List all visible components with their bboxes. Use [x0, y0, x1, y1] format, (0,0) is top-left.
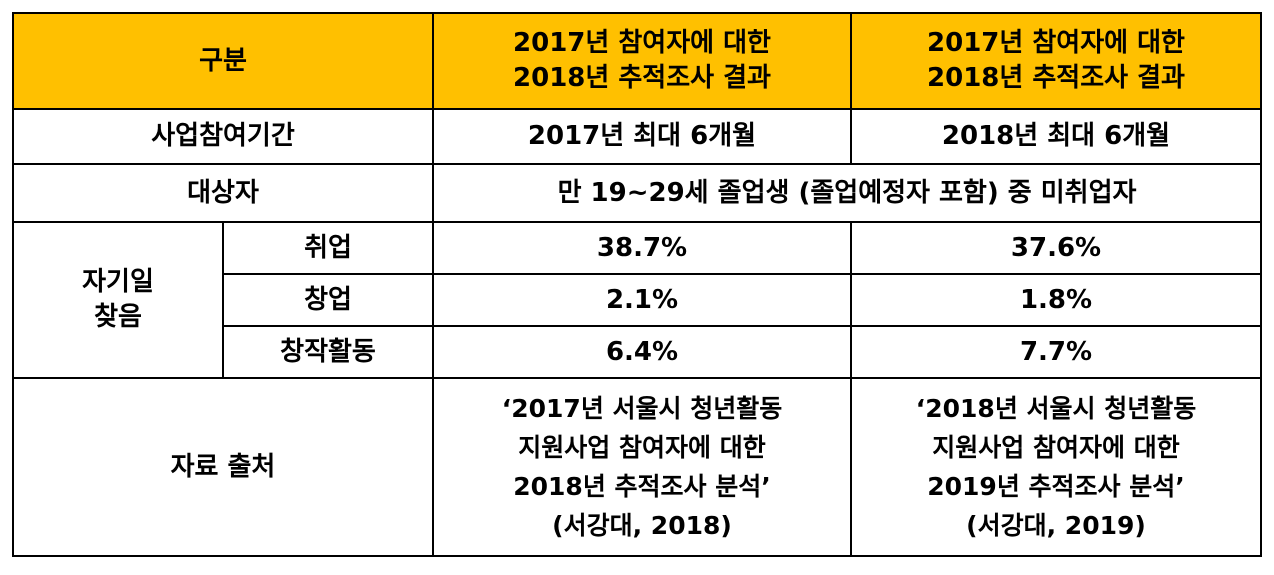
table-row-employment: 자기일 찾음 취업 38.7% 37.6%	[12, 221, 1262, 379]
header-row: 구분 2017년 참여자에 대한 2018년 추적조사 결과 2017년 참여자…	[12, 12, 1262, 110]
table-row-source: 자료 출처 ‘2017년 서울시 청년활동 지원사업 참여자에 대한 2018년…	[12, 377, 1262, 557]
target-value: 만 19~29세 졸업생 (졸업예정자 포함) 중 미취업자	[432, 163, 1262, 223]
source-label: 자료 출처	[12, 377, 434, 557]
period-label: 사업참여기간	[12, 108, 434, 165]
results-table-container: 구분 2017년 참여자에 대한 2018년 추적조사 결과 2017년 참여자…	[12, 12, 1262, 557]
employment-col1: 38.7%	[432, 221, 852, 275]
period-col1: 2017년 최대 6개월	[432, 108, 852, 165]
creative-col1: 6.4%	[432, 325, 852, 379]
header-col1-line2: 2018년 추적조사 결과	[513, 63, 771, 93]
source-col1-line4: (서강대, 2018)	[552, 511, 732, 540]
target-label: 대상자	[12, 163, 434, 223]
creative-label: 창작활동	[222, 325, 434, 379]
source-col1-line1: ‘2017년 서울시 청년활동	[501, 394, 783, 423]
startup-col1: 2.1%	[432, 273, 852, 327]
employment-col2: 37.6%	[850, 221, 1262, 275]
period-col2: 2018년 최대 6개월	[850, 108, 1262, 165]
startup-label: 창업	[222, 273, 434, 327]
source-col2: ‘2018년 서울시 청년활동 지원사업 참여자에 대한 2019년 추적조사 …	[850, 377, 1262, 557]
source-col2-line2: 지원사업 참여자에 대한	[932, 433, 1180, 462]
source-col2-line1: ‘2018년 서울시 청년활동	[915, 394, 1197, 423]
source-col2-line3: 2019년 추적조사 분석’	[927, 472, 1185, 501]
source-col1-line2: 지원사업 참여자에 대한	[518, 433, 766, 462]
creative-col2: 7.7%	[850, 325, 1262, 379]
table-row-period: 사업참여기간 2017년 최대 6개월 2018년 최대 6개월	[12, 108, 1262, 165]
header-col2: 2017년 참여자에 대한 2018년 추적조사 결과	[850, 12, 1262, 110]
header-col2-line1: 2017년 참여자에 대한	[927, 28, 1185, 58]
self-finding-label-line2: 찾음	[94, 302, 142, 332]
table-row-target: 대상자 만 19~29세 졸업생 (졸업예정자 포함) 중 미취업자	[12, 163, 1262, 223]
source-col1-line3: 2018년 추적조사 분석’	[513, 472, 771, 501]
table-row-startup: 창업 2.1% 1.8%	[13, 273, 1262, 327]
self-finding-label: 자기일 찾음	[12, 221, 224, 379]
self-finding-label-line1: 자기일	[82, 267, 154, 297]
table-row-creative: 창작활동 6.4% 7.7%	[13, 325, 1262, 379]
header-col1-line1: 2017년 참여자에 대한	[513, 28, 771, 58]
header-col2-line2: 2018년 추적조사 결과	[927, 63, 1185, 93]
header-category: 구분	[12, 12, 434, 110]
startup-col2: 1.8%	[850, 273, 1262, 327]
results-table: 구분 2017년 참여자에 대한 2018년 추적조사 결과 2017년 참여자…	[12, 12, 1262, 557]
employment-label: 취업	[222, 221, 434, 275]
source-col2-line4: (서강대, 2019)	[966, 511, 1146, 540]
header-col1: 2017년 참여자에 대한 2018년 추적조사 결과	[432, 12, 852, 110]
source-col1: ‘2017년 서울시 청년활동 지원사업 참여자에 대한 2018년 추적조사 …	[432, 377, 852, 557]
